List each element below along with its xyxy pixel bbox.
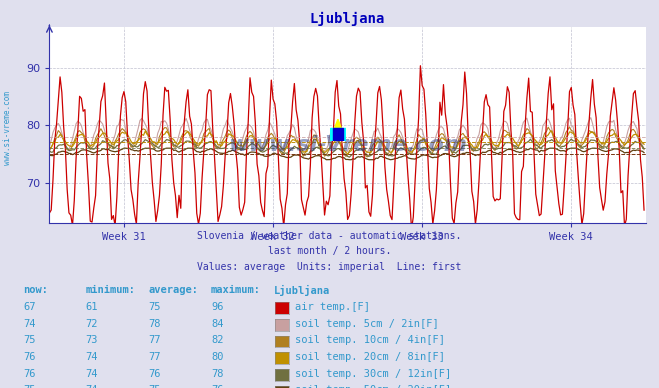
Text: 77: 77: [148, 335, 161, 345]
Text: 80: 80: [211, 352, 223, 362]
Text: 75: 75: [23, 335, 36, 345]
Text: average:: average:: [148, 285, 198, 295]
Title: Ljubljana: Ljubljana: [310, 12, 386, 26]
Text: 84: 84: [211, 319, 223, 329]
Text: 77: 77: [148, 352, 161, 362]
Text: soil temp. 10cm / 4in[F]: soil temp. 10cm / 4in[F]: [295, 335, 445, 345]
Text: air temp.[F]: air temp.[F]: [295, 302, 370, 312]
Text: soil temp. 30cm / 12in[F]: soil temp. 30cm / 12in[F]: [295, 369, 451, 379]
Text: www.si-Vreme.com: www.si-Vreme.com: [228, 135, 467, 155]
Text: Values: average  Units: imperial  Line: first: Values: average Units: imperial Line: fi…: [197, 262, 462, 272]
Text: 76: 76: [211, 385, 223, 388]
Text: 78: 78: [148, 319, 161, 329]
Text: 73: 73: [86, 335, 98, 345]
Text: 74: 74: [86, 385, 98, 388]
Text: 96: 96: [211, 302, 223, 312]
Text: soil temp. 50cm / 20in[F]: soil temp. 50cm / 20in[F]: [295, 385, 451, 388]
Text: 75: 75: [23, 385, 36, 388]
Text: soil temp. 20cm / 8in[F]: soil temp. 20cm / 8in[F]: [295, 352, 445, 362]
Text: maximum:: maximum:: [211, 285, 261, 295]
Text: 76: 76: [148, 369, 161, 379]
Text: 61: 61: [86, 302, 98, 312]
Polygon shape: [330, 128, 346, 141]
Text: 74: 74: [86, 352, 98, 362]
Text: Ljubljana: Ljubljana: [273, 285, 330, 296]
Text: soil temp. 5cm / 2in[F]: soil temp. 5cm / 2in[F]: [295, 319, 438, 329]
Text: last month / 2 hours.: last month / 2 hours.: [268, 246, 391, 256]
Text: 78: 78: [211, 369, 223, 379]
Text: 75: 75: [148, 302, 161, 312]
Text: 67: 67: [23, 302, 36, 312]
Text: minimum:: minimum:: [86, 285, 136, 295]
Text: www.si-vreme.com: www.si-vreme.com: [3, 91, 13, 165]
Text: 76: 76: [23, 352, 36, 362]
Text: Slovenia / weather data - automatic stations.: Slovenia / weather data - automatic stat…: [197, 231, 462, 241]
Text: 82: 82: [211, 335, 223, 345]
Text: 74: 74: [23, 319, 36, 329]
Text: 76: 76: [23, 369, 36, 379]
Polygon shape: [333, 128, 343, 141]
Polygon shape: [330, 119, 346, 141]
Text: 72: 72: [86, 319, 98, 329]
Text: 74: 74: [86, 369, 98, 379]
Text: now:: now:: [23, 285, 48, 295]
Text: 75: 75: [148, 385, 161, 388]
